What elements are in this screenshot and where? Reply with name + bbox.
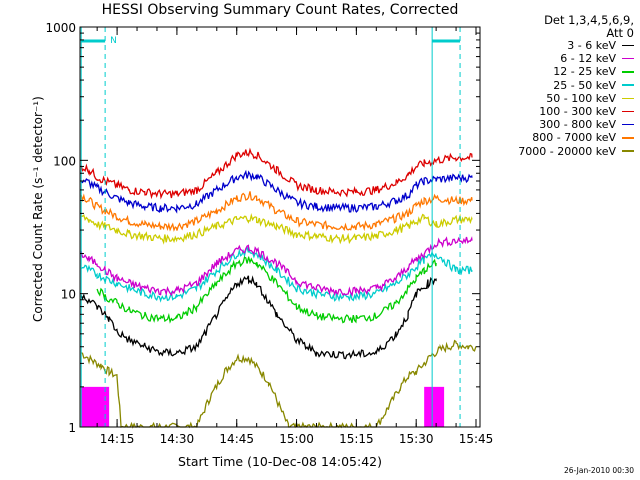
timestamp: 26-Jan-2010 00:30 bbox=[563, 466, 634, 475]
legend-swatch bbox=[622, 97, 634, 100]
legend-detectors: Det 1,3,4,5,6,9, bbox=[544, 13, 634, 27]
y-tick-label: 100 bbox=[53, 154, 76, 168]
fill-block-0 bbox=[81, 386, 110, 427]
magenta-fill-blocks bbox=[81, 386, 445, 427]
legend-label: 7000 - 20000 keV bbox=[518, 144, 616, 158]
legend-attenuator: Att 0 bbox=[606, 26, 634, 40]
series-line-6-12-kev bbox=[80, 236, 473, 297]
y-axis-label: Corrected Count Rate (s⁻¹ detector⁻¹) bbox=[31, 96, 45, 322]
axes-group: 14:15 14:30 14:45 15:00 15:15 15:30 15:45 1 10 10… bbox=[45, 21, 493, 446]
series-line-800-7000-kev bbox=[80, 191, 473, 232]
legend-swatch bbox=[622, 57, 634, 60]
x-tick-label: 15:15 bbox=[339, 432, 374, 446]
overlay-group: N bbox=[80, 27, 461, 427]
legend-entry: 3 - 6 keV bbox=[567, 39, 634, 52]
fill-block-1 bbox=[424, 386, 445, 427]
series-line-25-50-kev bbox=[80, 245, 473, 303]
x-tick-label: 14:45 bbox=[219, 432, 254, 446]
legend-swatch bbox=[622, 123, 634, 126]
legend-label: 25 - 50 keV bbox=[553, 78, 616, 92]
x-tick-label: 15:45 bbox=[459, 432, 494, 446]
legend-entry: 12 - 25 keV bbox=[553, 65, 634, 78]
legend-swatch bbox=[622, 84, 634, 86]
x-tick-label: 15:00 bbox=[279, 432, 314, 446]
series-line-100-300-kev bbox=[80, 147, 473, 200]
plot-frame bbox=[79, 26, 481, 428]
legend-label: 3 - 6 keV bbox=[567, 39, 616, 52]
x-tick-label: 14:30 bbox=[160, 432, 195, 446]
series-line-50-100-kev bbox=[81, 213, 473, 245]
legend-entry: 50 - 100 keV bbox=[546, 92, 634, 105]
legend-label: 6 - 12 keV bbox=[560, 52, 616, 66]
legend-entry: 25 - 50 keV bbox=[553, 79, 634, 92]
legend-swatch bbox=[622, 71, 634, 73]
series-group bbox=[80, 147, 477, 429]
legend-entry: 800 - 7000 keV bbox=[532, 131, 634, 144]
x-tick-label: 14:15 bbox=[100, 432, 135, 446]
legend-label: 300 - 800 keV bbox=[539, 118, 616, 132]
legend-swatch bbox=[622, 110, 634, 113]
legend-label: 100 - 300 keV bbox=[539, 105, 616, 118]
legend-label: 50 - 100 keV bbox=[546, 91, 616, 105]
y-tick-label: 1000 bbox=[45, 21, 76, 35]
x-tick-label: 15:30 bbox=[399, 432, 434, 446]
series-line-3-6-kev bbox=[80, 275, 437, 360]
legend-swatch bbox=[622, 44, 634, 47]
night-annotation: N bbox=[110, 36, 117, 46]
legend-label: 800 - 7000 keV bbox=[532, 131, 616, 145]
legend-entry: 7000 - 20000 keV bbox=[518, 145, 634, 158]
legend-entry: 6 - 12 keV bbox=[560, 52, 634, 65]
legend-entry: 300 - 800 keV bbox=[539, 118, 634, 131]
legend-label: 12 - 25 keV bbox=[553, 65, 616, 79]
y-tick-label: 10 bbox=[61, 288, 76, 302]
y-tick-label: 1 bbox=[68, 421, 76, 435]
series-line-12-25-kev bbox=[96, 255, 437, 324]
chart-title: HESSI Observing Summary Count Rates, Cor… bbox=[101, 2, 459, 18]
legend-swatch bbox=[622, 137, 634, 139]
legend-entry: 100 - 300 keV bbox=[539, 105, 634, 118]
series-line-7000-20000-kev bbox=[81, 339, 477, 429]
legend-swatch bbox=[622, 150, 634, 152]
x-axis-label: Start Time (10-Dec-08 14:05:42) bbox=[178, 454, 382, 469]
series-line-300-800-kev bbox=[81, 169, 473, 214]
